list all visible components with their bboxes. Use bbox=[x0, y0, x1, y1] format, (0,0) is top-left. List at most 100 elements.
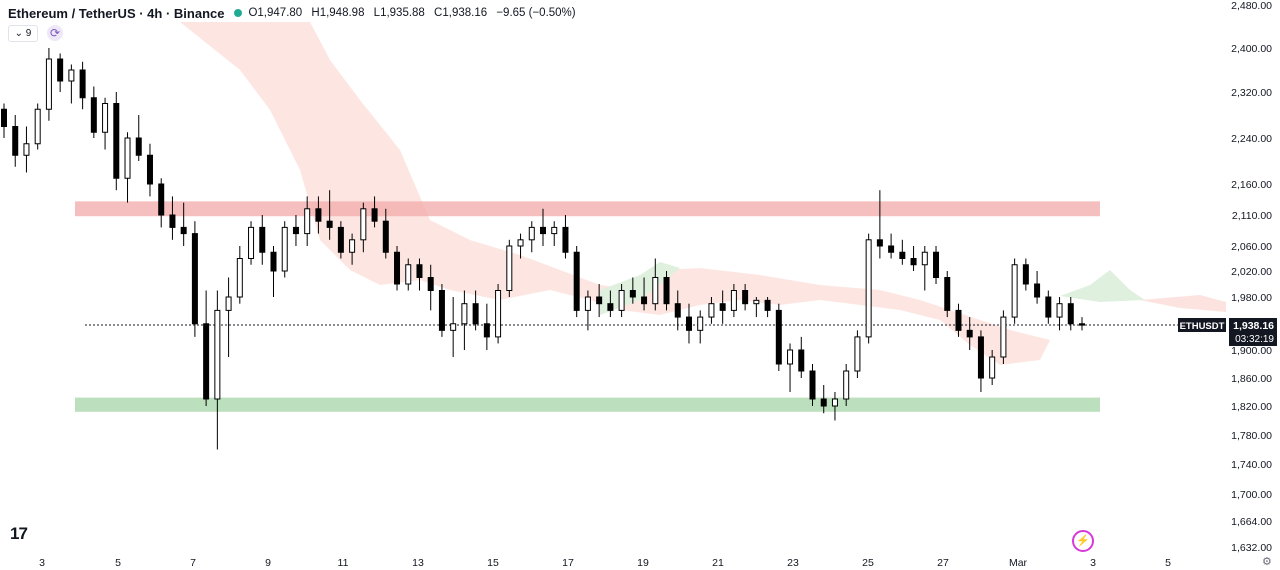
candle-body bbox=[652, 277, 659, 305]
candle bbox=[1011, 258, 1018, 324]
candle bbox=[483, 303, 490, 350]
lightning-icon[interactable]: ⚡ bbox=[1072, 530, 1094, 552]
candle bbox=[685, 303, 692, 344]
candle-body bbox=[113, 103, 120, 179]
candle bbox=[225, 277, 232, 357]
candle bbox=[854, 330, 861, 378]
candle-body bbox=[775, 309, 782, 365]
market-status-dot bbox=[234, 9, 243, 17]
candle-body bbox=[225, 296, 232, 311]
candle bbox=[203, 290, 210, 406]
candle-body bbox=[955, 309, 962, 331]
indicators-toggle[interactable]: ⌄ 9 bbox=[8, 25, 38, 42]
candle bbox=[113, 92, 120, 191]
candle bbox=[843, 364, 850, 406]
price-tick-label: 2,110.00 bbox=[1232, 210, 1272, 222]
candle-body bbox=[708, 303, 715, 318]
candle bbox=[1045, 290, 1052, 324]
current-price-label: ETHUSDT 1,938.16 03:32:19 bbox=[1178, 318, 1277, 346]
candle bbox=[933, 246, 940, 284]
candle bbox=[955, 303, 962, 337]
candle-body bbox=[562, 226, 569, 253]
candle-body bbox=[1022, 264, 1029, 285]
candle-body bbox=[349, 239, 356, 253]
price-tick-label: 2,240.00 bbox=[1231, 133, 1272, 145]
time-tick-label: 9 bbox=[265, 557, 271, 569]
indicator-count: 9 bbox=[25, 28, 32, 39]
price-tick-label: 1,700.00 bbox=[1231, 489, 1272, 501]
candle-body bbox=[394, 251, 401, 285]
candle-body bbox=[180, 226, 187, 235]
candle bbox=[596, 284, 603, 318]
candle-body bbox=[1067, 303, 1074, 325]
candle-body bbox=[607, 303, 614, 311]
candle-body bbox=[57, 58, 64, 82]
candle-body bbox=[371, 208, 378, 222]
candle bbox=[944, 271, 951, 318]
time-tick-label: 5 bbox=[115, 557, 121, 569]
candle-body bbox=[416, 264, 423, 278]
candle-body bbox=[820, 398, 827, 407]
candle bbox=[315, 196, 322, 234]
bearish-cloud-2 bbox=[1140, 295, 1226, 312]
candle bbox=[472, 290, 479, 331]
candle-body bbox=[236, 258, 243, 298]
candle bbox=[495, 284, 502, 344]
candle bbox=[719, 290, 726, 324]
symbol-title[interactable]: Ethereum / TetherUS · 4h · Binance bbox=[8, 5, 225, 21]
candle-body bbox=[854, 336, 861, 372]
price-tick-label: 1,740.00 bbox=[1231, 459, 1272, 471]
candle bbox=[281, 221, 288, 278]
candle bbox=[68, 64, 75, 104]
candle-body bbox=[146, 154, 153, 185]
candle bbox=[865, 233, 872, 344]
tradingview-logo[interactable]: 17 bbox=[10, 524, 28, 543]
candle bbox=[573, 246, 580, 318]
candle bbox=[831, 392, 838, 421]
candle-body bbox=[730, 290, 737, 311]
candle bbox=[697, 310, 704, 344]
candle-body bbox=[203, 323, 210, 400]
candle-body bbox=[1079, 323, 1085, 326]
candle-body bbox=[663, 277, 670, 305]
candle bbox=[820, 385, 827, 414]
candle bbox=[787, 343, 794, 392]
price-tick-label: 1,900.00 bbox=[1231, 345, 1272, 357]
candle bbox=[798, 336, 805, 378]
candle bbox=[1056, 297, 1063, 331]
support-resistance-zones bbox=[75, 201, 1100, 412]
candle-body bbox=[540, 226, 546, 235]
candle bbox=[394, 246, 401, 291]
candle bbox=[79, 61, 86, 110]
candle-body bbox=[977, 336, 984, 379]
candle-body bbox=[12, 126, 19, 156]
candle bbox=[730, 284, 737, 318]
candle-body bbox=[966, 329, 973, 338]
candle bbox=[450, 297, 457, 357]
price-axis[interactable]: 2,480.00 2,400.00 2,320.00 2,240.00 2,160.00… bbox=[1231, 0, 1272, 554]
chevron-down-icon: ⌄ bbox=[14, 28, 26, 39]
candle bbox=[292, 215, 299, 246]
time-tick-label: 25 bbox=[862, 557, 874, 569]
candle bbox=[1034, 271, 1041, 304]
candle-body bbox=[292, 226, 299, 235]
candle-body bbox=[528, 226, 535, 241]
candle bbox=[1022, 258, 1029, 291]
time-axis[interactable]: 3 5 7 9 11 13 15 17 19 21 23 25 27 Mar 3 5 bbox=[39, 557, 1171, 569]
candle-body bbox=[506, 245, 513, 291]
candle bbox=[764, 297, 771, 318]
refresh-icon[interactable]: ⟳ bbox=[47, 25, 63, 41]
candle bbox=[12, 115, 19, 167]
candle bbox=[753, 297, 760, 318]
candle-body bbox=[214, 309, 221, 400]
price-label-value: 1,938.16 bbox=[1233, 320, 1274, 332]
candle-body bbox=[685, 316, 692, 331]
candle-body bbox=[248, 226, 255, 259]
candle-body bbox=[124, 137, 131, 179]
ohlc-values: O1,947.80 H1,948.98 L1,935.88 C1,938.16 … bbox=[248, 7, 575, 19]
candle bbox=[427, 264, 434, 311]
candle-body bbox=[584, 296, 591, 311]
gear-icon[interactable]: ⚙ bbox=[1262, 556, 1272, 568]
candle-body bbox=[23, 143, 30, 156]
